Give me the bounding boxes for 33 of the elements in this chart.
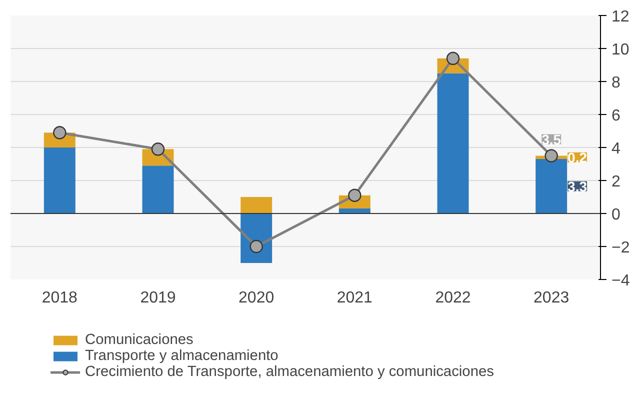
data-label: 3,3 [568, 178, 588, 194]
x-tick-label: 2023 [534, 290, 570, 306]
point [250, 240, 263, 254]
data-label: 3,5 [542, 131, 562, 148]
y-tick-label: 0 [612, 206, 620, 224]
bar [536, 159, 568, 214]
x-tick-label: 2019 [140, 290, 176, 306]
point [53, 126, 66, 140]
bar [437, 73, 469, 214]
legend-label: Crecimiento de Transporte, almacenamiento y comunicaciones [85, 364, 494, 380]
point [151, 142, 165, 156]
x-tick-label: 2022 [435, 290, 471, 306]
legend-label: Transporte y almacenamiento [85, 348, 278, 364]
point [348, 188, 362, 202]
y-tick-label: 4 [612, 140, 620, 158]
bar [142, 166, 174, 214]
x-tick-label: 2021 [336, 290, 373, 306]
y-tick-label: 10 [612, 42, 630, 58]
bar [338, 208, 370, 214]
y-tick-label: 2 [612, 174, 620, 190]
x-tick-label: 2018 [42, 290, 78, 306]
y-tick-label: 6 [612, 108, 620, 124]
point [544, 149, 558, 162]
bar [240, 197, 272, 214]
y-tick-label: 8 [612, 74, 620, 92]
point [446, 52, 460, 65]
legend-label: Comunicaciones [85, 332, 194, 348]
y-tick-label: 12 [612, 8, 630, 26]
y-tick-label: −4 [612, 272, 630, 290]
y-tick-label: −2 [612, 240, 630, 256]
data-label: 0,2 [568, 149, 588, 166]
x-tick-label: 2020 [238, 290, 274, 306]
bar [44, 148, 76, 214]
